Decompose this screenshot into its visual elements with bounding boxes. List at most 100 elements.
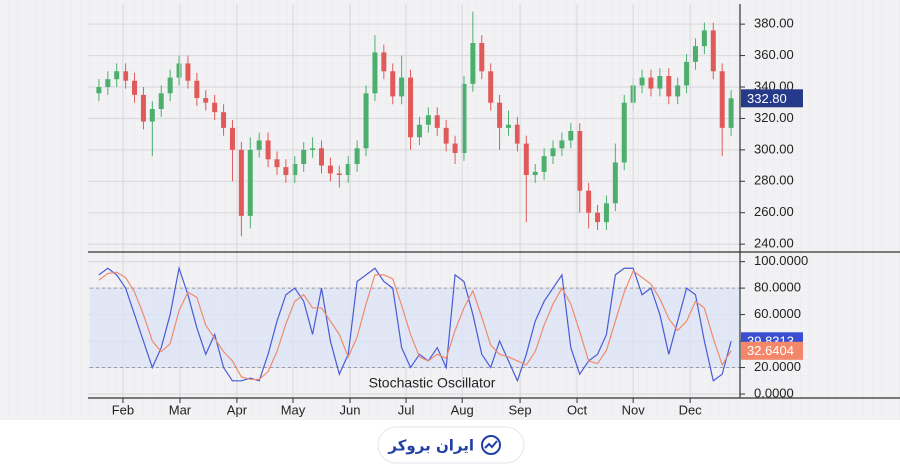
candle-body	[372, 52, 378, 94]
candle-body	[621, 102, 627, 163]
candle-body	[479, 43, 485, 72]
candle-body	[265, 140, 271, 160]
candle-body	[247, 149, 253, 216]
candle-body	[657, 76, 663, 89]
candle-body	[96, 87, 102, 94]
candle-body	[577, 131, 583, 191]
candle-body	[568, 131, 574, 141]
x-tick-label: Sep	[508, 402, 531, 417]
candle-body	[648, 77, 654, 89]
candle-body	[612, 162, 618, 204]
candle-body	[140, 94, 146, 122]
candle-body	[221, 112, 227, 128]
candle-body	[363, 93, 369, 149]
candle-body	[434, 115, 440, 128]
candle-body	[675, 85, 681, 97]
candle-body	[194, 80, 200, 98]
value-tag-label: 332.80	[747, 91, 787, 106]
candle-body	[666, 76, 672, 97]
series-line	[98, 269, 732, 381]
candle-body	[639, 77, 645, 86]
y-tick-label: 80.0000	[754, 280, 801, 295]
value-tag	[741, 89, 803, 108]
candle-body	[425, 115, 431, 125]
candle-body	[719, 71, 725, 128]
candle-body	[461, 83, 467, 153]
candle-body	[559, 140, 565, 149]
x-tick-label: Mar	[169, 402, 192, 417]
candle-body	[497, 102, 503, 128]
candle-body	[399, 77, 405, 97]
candle-body	[505, 124, 511, 128]
y-tick-label: 0.0000	[754, 385, 794, 400]
candle-body	[488, 71, 494, 103]
candle-body	[238, 149, 244, 216]
x-tick-label: Aug	[451, 402, 474, 417]
candle-body	[149, 109, 155, 122]
candle-body	[301, 149, 307, 164]
candle-body	[701, 30, 707, 47]
candle-body	[603, 203, 609, 223]
candle-body	[595, 212, 601, 223]
annotation: Stochastic Oscillator	[369, 375, 496, 391]
candle-body	[692, 46, 698, 62]
y-tick-label: 300.00	[754, 141, 794, 156]
candle-body	[470, 43, 476, 84]
candle-body	[443, 127, 449, 144]
candle-body	[381, 52, 387, 72]
candle-body	[532, 171, 538, 175]
candle-body	[390, 71, 396, 97]
value-tag-label: 32.6404	[747, 343, 794, 358]
candle-body	[684, 61, 690, 86]
logo-icon	[481, 435, 501, 455]
candle-body	[105, 79, 111, 87]
candle-body	[283, 167, 289, 175]
x-tick-label: Nov	[622, 402, 646, 417]
x-tick-label: Dec	[679, 402, 703, 417]
candle-body	[354, 148, 360, 164]
candle-body	[176, 63, 182, 78]
y-tick-label: 260.00	[754, 204, 794, 219]
y-tick-label: 100.0000	[754, 253, 808, 268]
candle-body	[523, 143, 529, 175]
candle-body	[586, 190, 592, 213]
candle-body	[327, 165, 333, 174]
y-tick-label: 240.00	[754, 236, 794, 251]
watermark-pill: ایران بروکر	[377, 426, 525, 464]
candle-body	[345, 164, 351, 175]
candle-body	[274, 159, 280, 168]
plot-layer: 240.00260.00280.00300.00320.00340.00360.…	[88, 4, 808, 417]
candle-body	[514, 124, 520, 144]
value-tag	[741, 341, 803, 360]
candle-body	[256, 140, 262, 150]
y-tick-label: 360.00	[754, 47, 794, 62]
candle-body	[123, 71, 129, 81]
y-tick-label: 280.00	[754, 173, 794, 188]
y-tick-label: 380.00	[754, 16, 794, 31]
candle-body	[167, 77, 173, 94]
candle-body	[710, 30, 716, 72]
candle-body	[212, 102, 218, 113]
candle-body	[132, 80, 138, 95]
y-tick-label: 20.0000	[754, 359, 801, 374]
candle-body	[114, 71, 120, 80]
candle-body	[541, 156, 547, 172]
watermark-text: ایران بروکر	[387, 437, 474, 455]
candle-body	[452, 143, 458, 153]
candle-body	[310, 148, 316, 150]
level-band	[90, 288, 740, 368]
candle-body	[416, 124, 422, 138]
y-tick-label: 60.0000	[754, 306, 801, 321]
candle-body	[229, 127, 235, 150]
candle-body	[728, 98, 734, 128]
y-tick-label: 320.00	[754, 110, 794, 125]
candle-body	[158, 93, 164, 109]
candle-body	[292, 164, 298, 175]
x-tick-label: Apr	[227, 402, 248, 417]
series-line	[98, 265, 732, 383]
x-tick-label: Feb	[112, 402, 134, 417]
candle-body	[408, 77, 414, 138]
candle-body	[319, 148, 325, 166]
x-tick-label: Jul	[398, 402, 415, 417]
